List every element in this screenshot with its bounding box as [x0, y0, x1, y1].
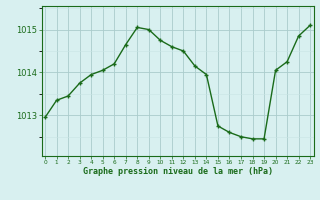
X-axis label: Graphe pression niveau de la mer (hPa): Graphe pression niveau de la mer (hPa): [83, 167, 273, 176]
